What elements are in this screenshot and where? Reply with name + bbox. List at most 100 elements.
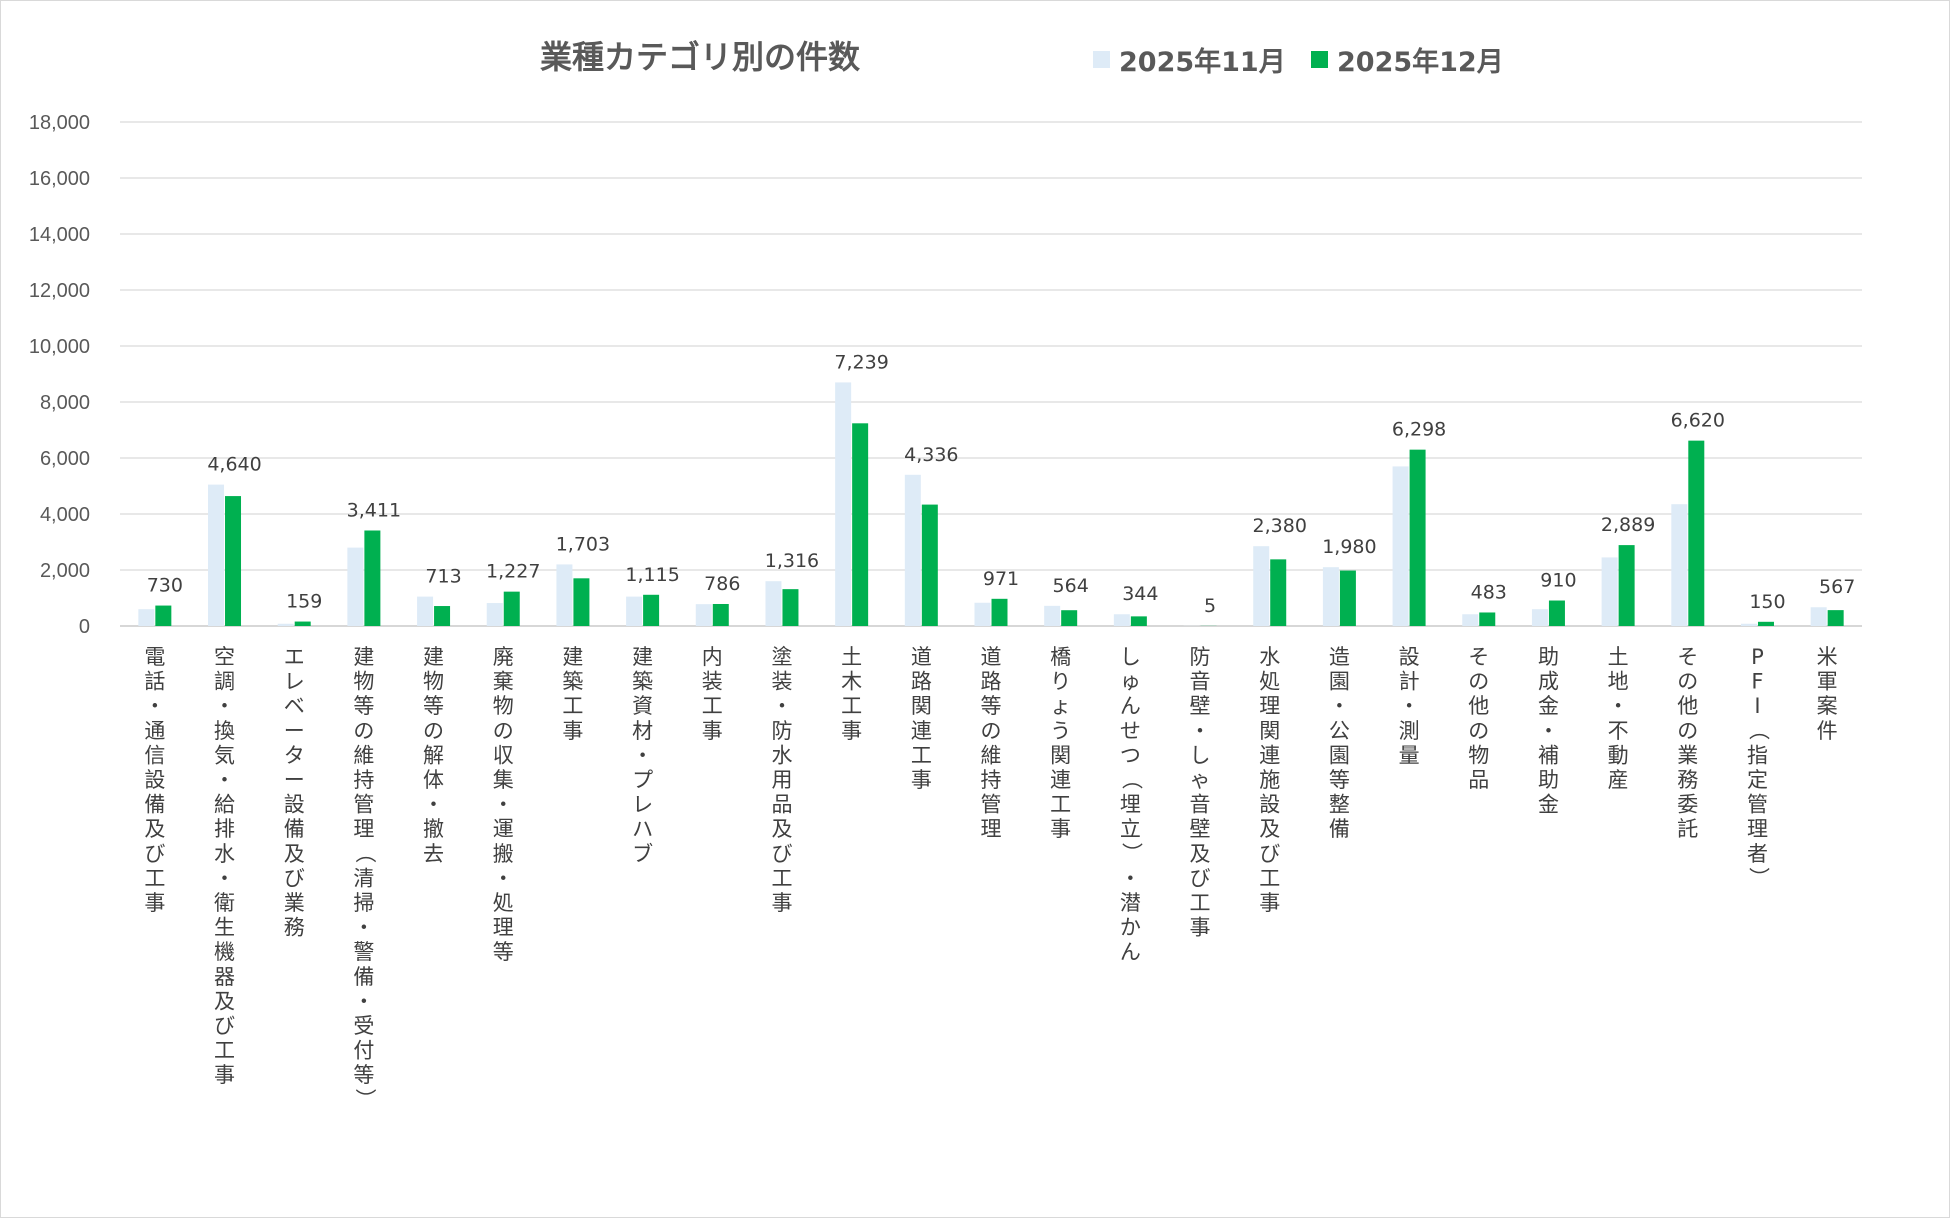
svg-text:量: 量	[1399, 743, 1420, 767]
data-labels: 730 4,640 159 3,411 713 1,227 1,703 1,115 786 1,3…	[147, 351, 1856, 616]
svg-text:）: ）	[1746, 867, 1770, 888]
svg-text:助: 助	[1538, 645, 1559, 669]
svg-text:務: 務	[284, 916, 305, 940]
svg-text:棄: 棄	[493, 670, 514, 694]
svg-text:か: か	[1120, 916, 1141, 940]
bar-2025-11	[347, 547, 364, 626]
svg-text:レ: レ	[632, 793, 653, 817]
bar-2025-11	[1044, 605, 1061, 626]
svg-text:者: 者	[1747, 842, 1768, 866]
svg-text:等: 等	[493, 940, 514, 964]
svg-text:工: 工	[562, 694, 583, 718]
svg-text:う: う	[1050, 719, 1071, 743]
svg-text:給: 給	[214, 793, 235, 817]
svg-text:工: 工	[1259, 866, 1280, 890]
svg-text:路: 路	[981, 670, 1002, 694]
svg-text:ょ: ょ	[1050, 694, 1071, 718]
svg-text:米: 米	[1817, 645, 1838, 669]
svg-text:造: 造	[1329, 645, 1350, 669]
svg-text:定: 定	[1747, 768, 1768, 792]
svg-text:物: 物	[423, 670, 444, 694]
svg-text:建: 建	[423, 645, 444, 669]
svg-text:埋: 埋	[1120, 793, 1141, 817]
bar-2025-12	[225, 496, 242, 626]
bar-2025-11	[626, 596, 643, 626]
bar-2025-12	[1757, 621, 1774, 626]
svg-text:・: ・	[423, 793, 444, 817]
legend-label-nov: 2025年11月	[1119, 46, 1286, 78]
svg-text:管: 管	[1747, 793, 1768, 817]
bar-2025-12	[1479, 612, 1496, 626]
svg-text:タ: タ	[284, 743, 305, 767]
svg-text:音: 音	[1190, 793, 1211, 817]
svg-text:築: 築	[632, 670, 653, 694]
svg-text:備: 備	[144, 793, 165, 817]
svg-text:ー: ー	[284, 768, 305, 792]
svg-text:等: 等	[423, 694, 444, 718]
svg-text:防: 防	[1190, 645, 1211, 669]
data-label: 1,703	[556, 533, 610, 555]
svg-text:備: 備	[1329, 817, 1350, 841]
svg-text:案: 案	[1817, 694, 1838, 718]
svg-text:業: 業	[284, 891, 305, 915]
svg-text:・: ・	[1608, 694, 1629, 718]
bar-2025-12	[712, 603, 729, 626]
bar-2025-12	[1548, 600, 1565, 626]
data-label: 1,316	[765, 550, 819, 572]
svg-text:等: 等	[1329, 768, 1350, 792]
bar-2025-12	[155, 605, 172, 626]
svg-text:I: I	[1754, 694, 1760, 718]
svg-text:ゃ: ゃ	[1190, 768, 1211, 792]
svg-text:清: 清	[353, 866, 374, 890]
svg-text:備: 備	[353, 965, 374, 989]
svg-text:事: 事	[1050, 817, 1071, 841]
svg-text:事: 事	[1190, 916, 1211, 940]
svg-text:の: の	[1468, 670, 1489, 694]
svg-text:建: 建	[632, 645, 653, 669]
data-label: 6,298	[1392, 419, 1446, 441]
data-label: 1,115	[625, 564, 679, 586]
bar-2025-11	[765, 581, 782, 626]
bar-2025-11	[208, 484, 225, 626]
x-axis: 電話・通信設備及び工事空調・換気・給排水・衛生機器及び工事エレベーター設備及び業…	[144, 645, 1837, 1109]
bar-2025-12	[294, 621, 311, 626]
bar-2025-11	[417, 596, 434, 626]
bar-2025-12	[991, 598, 1008, 626]
svg-text:エ: エ	[284, 645, 305, 669]
svg-text:助: 助	[1538, 768, 1559, 792]
svg-text:工: 工	[771, 866, 792, 890]
svg-text:び: び	[284, 866, 305, 890]
svg-text:設: 設	[284, 793, 305, 817]
svg-text:通: 通	[144, 719, 165, 743]
svg-text:建: 建	[353, 645, 374, 669]
svg-text:付: 付	[353, 1039, 374, 1063]
svg-text:（: （	[1746, 719, 1770, 740]
svg-text:P: P	[1751, 645, 1764, 669]
svg-text:理: 理	[1259, 694, 1280, 718]
y-tick-label: 6,000	[40, 448, 90, 470]
svg-text:及: 及	[1259, 817, 1280, 841]
svg-text:）: ）	[1119, 842, 1143, 863]
data-label: 971	[983, 568, 1019, 590]
svg-text:処: 処	[493, 891, 514, 915]
bar-2025-12	[1688, 440, 1705, 626]
svg-text:び: び	[1259, 842, 1280, 866]
svg-text:金: 金	[1538, 694, 1559, 718]
svg-text:・: ・	[214, 866, 235, 890]
bar-2025-11	[277, 623, 294, 626]
data-label: 4,640	[207, 454, 261, 476]
bar-2025-12	[1130, 616, 1147, 626]
svg-text:等: 等	[981, 694, 1002, 718]
bar-2025-12	[921, 504, 938, 626]
y-tick-label: 2,000	[40, 560, 90, 582]
svg-text:壁: 壁	[1190, 817, 1211, 841]
svg-text:去: 去	[423, 842, 444, 866]
svg-text:成: 成	[1538, 670, 1559, 694]
bar-2025-12	[1409, 449, 1426, 626]
